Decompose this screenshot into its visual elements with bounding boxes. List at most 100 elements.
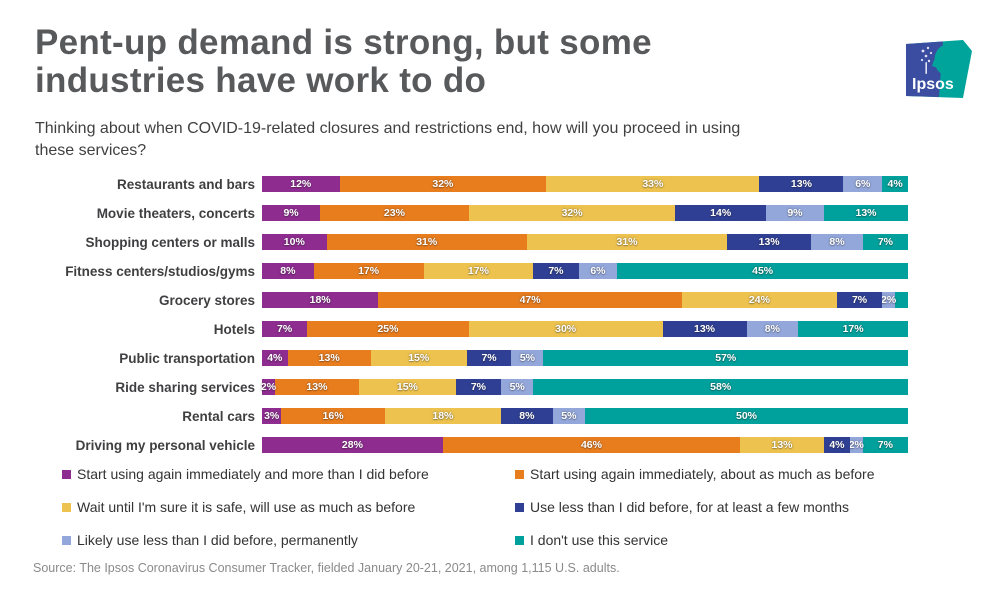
bar-segment: 17% xyxy=(313,263,424,279)
segment-label: 13% xyxy=(306,381,328,393)
page-subtitle-line2: these services? xyxy=(35,142,147,159)
bar-segment: 13% xyxy=(274,379,359,395)
segment-label: 13% xyxy=(758,236,780,248)
bar-segment: 5% xyxy=(552,408,585,424)
bar: 18% 47% 24% 7% 2% xyxy=(262,292,909,308)
bar: 8% 17% 17% 7% 6% 45% xyxy=(262,263,908,279)
legend-label: Start using again immediately and more t… xyxy=(77,466,429,482)
category-label: Restaurants and bars xyxy=(116,176,255,192)
segment-label: 7% xyxy=(877,439,893,451)
bar-segment: 8% xyxy=(501,408,553,424)
chart-row: Rental cars 3% 16% 18% 8% 5% 50% xyxy=(35,408,908,424)
bar-segment: 28% xyxy=(262,437,443,453)
bar-segment xyxy=(895,292,909,308)
segment-label: 57% xyxy=(715,352,737,364)
segment-label: 8% xyxy=(829,236,845,248)
category-label: Shopping centers or malls xyxy=(85,234,255,250)
bar-segment: 45% xyxy=(617,263,908,279)
segment-label: 7% xyxy=(481,352,497,364)
segment-label: 25% xyxy=(377,323,399,335)
category-label: Rental cars xyxy=(182,408,255,424)
segment-label: 16% xyxy=(322,410,344,422)
bar-segment: 5% xyxy=(511,350,544,366)
bar-segment: 46% xyxy=(442,437,741,453)
legend-label: Use less than I did before, for at least… xyxy=(530,499,850,515)
bar-segment: 33% xyxy=(546,176,760,192)
bar-segment: 13% xyxy=(824,205,908,221)
bar-segment: 32% xyxy=(339,176,547,192)
segment-label: 47% xyxy=(519,294,541,306)
legend: Start using again immediately and more t… xyxy=(62,466,962,548)
bar: 7% 25% 30% 13% 8% 17% xyxy=(262,321,908,337)
bar-segment: 2% xyxy=(881,292,896,308)
source-note: Source: The Ipsos Coronavirus Consumer T… xyxy=(33,561,620,575)
page-title: Pent-up demand is strong, but some indus… xyxy=(35,24,865,100)
bar-segment: 15% xyxy=(370,350,467,366)
chart-row: Driving my personal vehicle 28% 46% 13% 4% 2%… xyxy=(35,437,908,453)
legend-label: I don't use this service xyxy=(530,532,669,548)
bar: 10% 31% 31% 13% 8% 7% xyxy=(262,234,909,250)
bar-segment: 7% xyxy=(862,234,909,250)
segment-label: 4% xyxy=(887,178,903,190)
segment-label: 9% xyxy=(787,207,803,219)
bar: 9% 23% 32% 14% 9% 13% xyxy=(262,205,908,221)
segment-label: 15% xyxy=(396,381,418,393)
segment-label: 23% xyxy=(383,207,405,219)
bar-segment: 18% xyxy=(384,408,502,424)
page-subtitle: Thinking about when COVID-19-related clo… xyxy=(35,118,965,162)
chart-row: Hotels 7% 25% 30% 13% 8% 17% xyxy=(35,321,908,337)
bar-segment: 13% xyxy=(727,234,812,250)
legend-item: Use less than I did before, for at least… xyxy=(515,499,962,515)
segment-label: 13% xyxy=(771,439,793,451)
bar-segment: 30% xyxy=(468,321,663,337)
legend-swatch xyxy=(62,469,71,479)
bar-segment: 7% xyxy=(836,292,883,308)
segment-label: 46% xyxy=(580,439,602,451)
chart-row: Public transportation 4% 13% 15% 7% 5% 57% xyxy=(35,350,908,366)
bar-segment: 7% xyxy=(862,437,908,453)
category-label: Public transportation xyxy=(119,350,255,366)
bar-segment: 2% xyxy=(261,379,276,395)
legend-label: Start using again immediately, about as … xyxy=(530,466,875,482)
category-label: Grocery stores xyxy=(158,292,255,308)
chart-row: Fitness centers/studios/gyms 8% 17% 17% 7% 6%… xyxy=(35,263,908,279)
segment-label: 13% xyxy=(790,178,812,190)
segment-label: 45% xyxy=(752,265,774,277)
bar-segment: 8% xyxy=(262,263,314,279)
logo-face-nose xyxy=(932,60,938,68)
logo-face-silhouette xyxy=(934,45,958,75)
bar: 12% 32% 33% 13% 6% 4% xyxy=(262,176,909,192)
segment-label: 3% xyxy=(264,410,280,422)
bar-segment: 15% xyxy=(358,379,456,395)
bar-segment: 50% xyxy=(585,408,908,424)
legend-swatch xyxy=(62,502,71,512)
chart-row: Movie theaters, concerts 9% 23% 32% 14% 9% 13% xyxy=(35,205,908,221)
segment-label: 8% xyxy=(519,410,535,422)
legend-swatch xyxy=(62,535,71,545)
segment-label: 5% xyxy=(519,352,536,364)
bar-segment: 31% xyxy=(326,234,527,250)
segment-label: 33% xyxy=(642,178,664,190)
segment-label: 15% xyxy=(408,352,430,364)
chart-row: Shopping centers or malls 10% 31% 31% 13% 8% 7… xyxy=(35,234,909,250)
bar-segment: 4% xyxy=(824,437,850,453)
bar-segment: 10% xyxy=(262,234,327,250)
category-label: Hotels xyxy=(213,321,255,337)
segment-label: 10% xyxy=(283,236,305,248)
segment-label: 7% xyxy=(470,381,487,393)
logo-wordmark: Ipsos xyxy=(912,76,954,93)
legend-swatch xyxy=(515,469,524,479)
legend-item: Start using again immediately, about as … xyxy=(515,466,962,482)
segment-label: 13% xyxy=(855,207,877,219)
segment-label: 58% xyxy=(710,381,732,393)
bar-segment: 25% xyxy=(307,321,469,337)
bar-segment: 13% xyxy=(287,350,371,366)
bar: 28% 46% 13% 4% 2% 7% xyxy=(262,437,908,453)
segment-label: 12% xyxy=(290,178,312,190)
segment-label: 30% xyxy=(555,323,577,335)
segment-label: 4% xyxy=(267,352,283,364)
chart-row: Restaurants and bars 12% 32% 33% 13% 6% 4% xyxy=(35,176,909,192)
bar-segment: 13% xyxy=(759,176,844,192)
logo-blue-shape xyxy=(906,41,943,97)
bar-segment: 7% xyxy=(533,263,579,279)
